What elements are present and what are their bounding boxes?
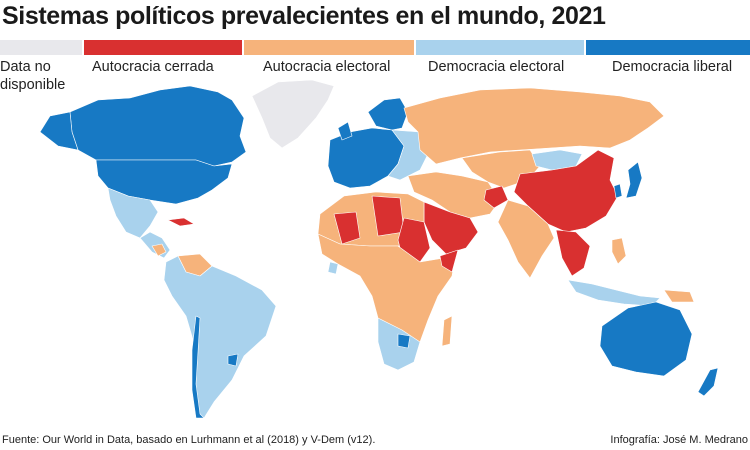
- region-somalia: [439, 249, 459, 273]
- region-png: [663, 289, 695, 303]
- legend-swatch-electoral-autocracy: [244, 40, 414, 55]
- chart-title: Sistemas políticos prevalecientes en el …: [2, 2, 606, 30]
- region-central-america: [139, 231, 171, 259]
- region-australia: [599, 301, 693, 377]
- region-turkey-iran: [407, 171, 501, 219]
- region-alaska: [39, 111, 79, 151]
- region-se-asia-mainland: [555, 229, 591, 277]
- region-canada: [69, 85, 247, 167]
- legend-label-no-data-line2: disponible: [0, 77, 66, 93]
- region-libya: [371, 195, 405, 237]
- legend-label-liberal-democracy: Democracia liberal: [612, 59, 733, 75]
- legend-swatch-closed-autocracy: [84, 40, 242, 55]
- region-indonesia: [567, 279, 661, 307]
- region-nicaragua: [151, 243, 167, 257]
- region-greenland: [251, 79, 335, 149]
- region-western-europe: [327, 127, 405, 189]
- region-sub-saharan-africa: [317, 233, 457, 353]
- legend-label-closed-autocracy: Autocracia cerrada: [92, 59, 214, 75]
- region-arabia: [423, 201, 479, 255]
- region-new-zealand: [697, 367, 719, 397]
- region-russia: [403, 87, 665, 165]
- legend-swatch-electoral-democracy: [416, 40, 584, 55]
- region-mali-chad: [333, 211, 361, 245]
- region-chile: [191, 315, 205, 419]
- region-cuba: [167, 217, 195, 227]
- source-note: Fuente: Our World in Data, basado en Lur…: [2, 434, 376, 446]
- region-scandinavia: [367, 97, 409, 131]
- credit-note: Infografía: José M. Medrano: [610, 434, 748, 446]
- region-japan: [625, 161, 643, 199]
- legend-label-electoral-democracy: Democracia electoral: [428, 59, 565, 75]
- region-madagascar: [441, 315, 453, 347]
- legend-swatch-liberal-democracy: [586, 40, 750, 55]
- legend-label-no-data: Data no disponible: [0, 58, 65, 94]
- region-south-korea: [613, 183, 623, 199]
- region-ghana: [327, 261, 339, 275]
- region-afghanistan: [483, 185, 509, 209]
- region-india: [497, 199, 555, 279]
- region-uruguay: [227, 353, 239, 367]
- region-south-america: [163, 255, 277, 419]
- region-philippines: [611, 237, 627, 265]
- region-mexico: [107, 187, 159, 239]
- legend-label-electoral-autocracy: Autocracia electoral: [263, 59, 391, 75]
- region-uk: [337, 121, 353, 141]
- legend-swatch-no-data: [0, 40, 82, 55]
- legend: Data no disponible Autocracia cerrada Au…: [0, 40, 750, 94]
- legend-label-no-data-line1: Data no: [0, 59, 51, 75]
- region-botswana: [397, 333, 411, 349]
- world-map: [39, 79, 719, 419]
